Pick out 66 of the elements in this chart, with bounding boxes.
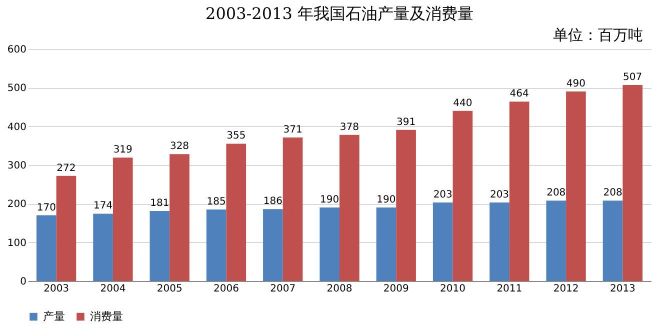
x-tick-label: 2010 [440,284,466,294]
data-label: 440 [453,98,472,109]
bar [263,209,283,281]
bar [396,130,416,281]
bar [150,211,170,281]
y-tick-label: 500 [7,83,26,94]
y-tick-label: 300 [7,160,26,172]
x-tick-label: 2009 [383,284,409,294]
x-tick-label: 2003 [44,284,70,294]
data-label: 208 [546,188,566,199]
bar [602,200,623,281]
bar [206,209,226,281]
data-label: 190 [376,194,396,206]
bar [340,134,360,281]
bar [56,176,76,281]
y-tick-label: 400 [7,122,26,133]
bar [546,200,566,281]
data-label: 181 [150,198,170,210]
bar [320,208,340,281]
bar [622,84,643,281]
data-label: 190 [320,194,340,206]
data-label: 203 [433,190,452,201]
bar [93,214,113,281]
data-label: 371 [283,124,302,136]
data-label: 355 [226,130,246,142]
y-tick-label: 100 [7,238,26,249]
data-label: 319 [113,144,132,156]
text: 单位：百万吨 [553,26,643,45]
x-tick-label: 2004 [100,284,126,294]
bar [282,138,303,281]
data-label: 174 [93,200,113,212]
bar [112,158,133,281]
legend-label: 消费量 [90,310,123,323]
data-label: 391 [396,116,416,128]
bar [432,202,453,281]
bar [36,215,56,281]
bar [170,154,190,281]
y-tick-label: 600 [7,44,26,56]
data-label: 272 [56,162,76,174]
y-tick-label: 0 [20,276,26,288]
bar [226,144,246,281]
data-label: 203 [490,190,510,201]
data-label: 464 [510,88,529,100]
data-label: 186 [263,196,282,208]
x-tick-label: 2008 [326,284,352,294]
x-tick-label: 2007 [270,284,296,294]
data-label: 328 [170,141,190,152]
x-tick-label: 2012 [553,284,579,294]
data-label: 170 [36,202,56,214]
x-tick-label: 2013 [610,284,636,294]
x-tick-label: 2011 [496,284,522,294]
chart-title: 2003-2013 年我国石油产量及消费量 [206,4,474,23]
data-label: 208 [603,188,622,199]
legend-label: 产量 [43,310,65,323]
data-label: 378 [340,122,359,133]
bar [490,202,510,281]
data-label: 507 [623,72,642,83]
x-tick-label: 2005 [156,284,182,294]
data-label: 185 [206,196,226,208]
y-tick-label: 200 [7,199,26,210]
x-tick-label: 2006 [214,284,239,294]
data-label: 490 [566,78,586,90]
bar [509,102,530,281]
bar [566,92,586,281]
bar [452,110,473,281]
bar [376,208,396,281]
